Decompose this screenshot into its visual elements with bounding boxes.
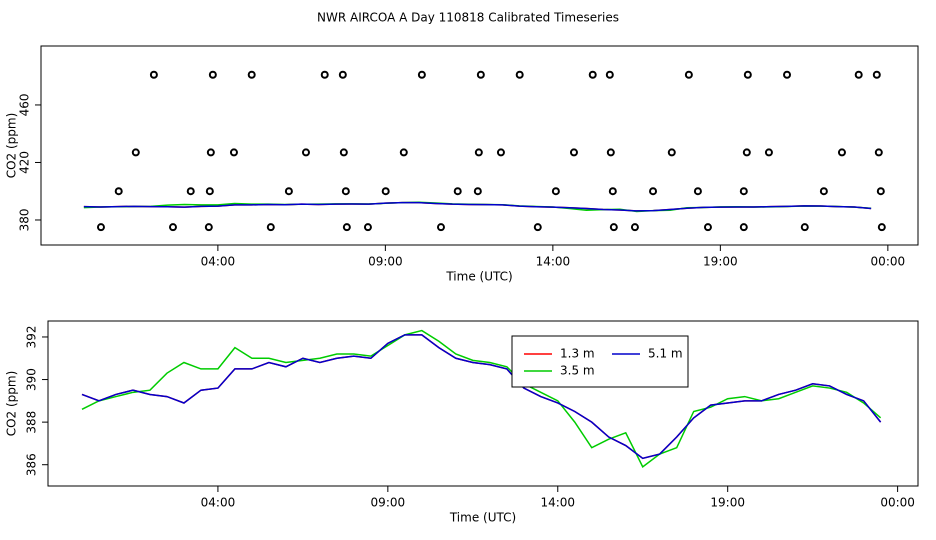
scatter-point: [605, 70, 614, 79]
scatter-point: [630, 223, 639, 232]
scatter-point: [473, 187, 482, 196]
y-tick-label: 380: [18, 209, 32, 232]
scatter-point: [684, 70, 693, 79]
x-tick-label: 19:00: [710, 496, 745, 510]
scatter-point: [229, 148, 238, 157]
scatter-point: [114, 187, 123, 196]
series-line: [81, 334, 882, 460]
scatter-point: [496, 148, 505, 157]
scatter-point: [742, 148, 751, 157]
scatter-point: [363, 223, 372, 232]
scatter-point: [208, 70, 217, 79]
scatter-point: [515, 70, 524, 79]
x-tick-label: 00:00: [880, 496, 915, 510]
scatter-point: [381, 187, 390, 196]
scatter-point: [872, 70, 881, 79]
scatter-point: [186, 187, 195, 196]
y-tick-label: 420: [18, 151, 32, 174]
scatter-point: [131, 148, 140, 157]
y-tick-label: 386: [25, 453, 39, 476]
y-tick-label: 460: [18, 93, 32, 116]
scatter-point: [569, 148, 578, 157]
scatter-point: [551, 187, 560, 196]
series-line: [81, 329, 882, 468]
x-tick-label: 14:00: [540, 496, 575, 510]
scatter-point: [342, 223, 351, 232]
scatter-point: [739, 187, 748, 196]
y-tick-label: 388: [25, 411, 39, 434]
scatter-point: [205, 187, 214, 196]
series-line: [83, 201, 872, 212]
scatter-point: [588, 70, 597, 79]
scatter-point: [609, 223, 618, 232]
scatter-point: [338, 70, 347, 79]
x-tick-label: 09:00: [371, 496, 406, 510]
x-axis-label: Time (UTC): [449, 511, 516, 525]
scatter-point: [284, 187, 293, 196]
x-tick-label: 04:00: [201, 496, 236, 510]
scatter-point: [703, 223, 712, 232]
x-tick-label: 19:00: [703, 255, 738, 269]
scatter-point: [168, 223, 177, 232]
scatter-point: [320, 70, 329, 79]
scatter-point: [453, 187, 462, 196]
legend-box: [511, 335, 689, 388]
scatter-point: [436, 223, 445, 232]
scatter-point: [206, 148, 215, 157]
legend-label: 1.3 m: [560, 347, 595, 361]
scatter-point: [783, 70, 792, 79]
x-tick-label: 14:00: [536, 255, 571, 269]
scatter-point: [96, 223, 105, 232]
scatter-point: [301, 148, 310, 157]
legend-label: 5.1 m: [648, 347, 683, 361]
scatter-point: [764, 148, 773, 157]
y-tick-label: 390: [25, 368, 39, 391]
scatter-point: [837, 148, 846, 157]
y-tick-label: 392: [25, 326, 39, 349]
scatter-point: [739, 223, 748, 232]
scatter-point: [606, 148, 615, 157]
scatter-point: [399, 148, 408, 157]
scatter-point: [874, 148, 883, 157]
plot-frame: [40, 45, 919, 246]
y-axis-label: CO2 (ppm): [5, 371, 19, 437]
scatter-point: [266, 223, 275, 232]
scatter-point: [608, 187, 617, 196]
y-axis-label: CO2 (ppm): [5, 113, 19, 179]
scatter-point: [800, 223, 809, 232]
scatter-point: [417, 70, 426, 79]
scatter-point: [149, 70, 158, 79]
x-tick-label: 04:00: [201, 255, 236, 269]
scatter-point: [474, 148, 483, 157]
series-line: [81, 334, 882, 460]
scatter-point: [693, 187, 702, 196]
x-tick-label: 09:00: [368, 255, 403, 269]
scatter-point: [339, 148, 348, 157]
scatter-point: [667, 148, 676, 157]
chart-title: NWR AIRCOA A Day 110818 Calibrated Times…: [317, 11, 619, 25]
x-tick-label: 00:00: [871, 255, 906, 269]
scatter-point: [743, 70, 752, 79]
scatter-point: [247, 70, 256, 79]
scatter-point: [341, 187, 350, 196]
x-axis-label: Time (UTC): [445, 270, 512, 284]
scatter-point: [819, 187, 828, 196]
scatter-point: [476, 70, 485, 79]
scatter-point: [649, 187, 658, 196]
scatter-point: [204, 223, 213, 232]
legend-label: 3.5 m: [560, 364, 595, 378]
plot-frame: [47, 320, 919, 487]
scatter-point: [877, 223, 886, 232]
scatter-point: [533, 223, 542, 232]
scatter-point: [854, 70, 863, 79]
scatter-point: [876, 187, 885, 196]
